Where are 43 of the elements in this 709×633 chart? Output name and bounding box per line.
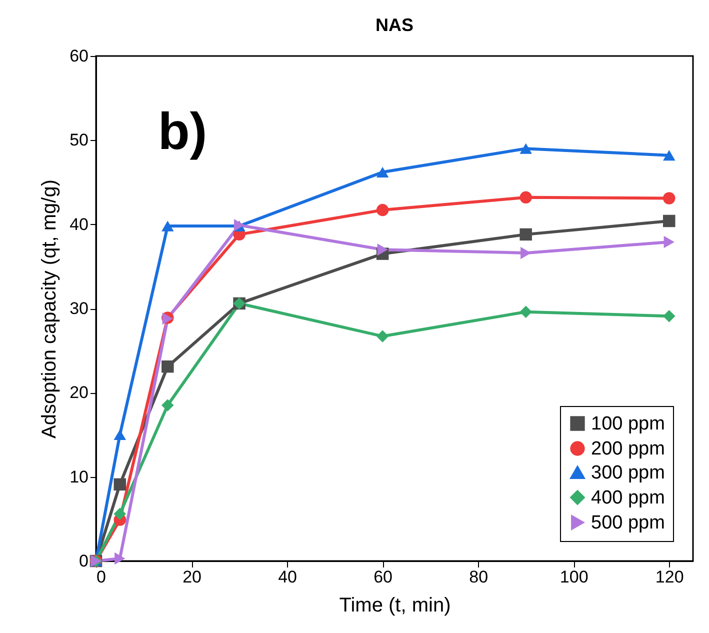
point (376, 204, 389, 216)
legend-label: 300 ppm (591, 462, 665, 484)
x-tick-label: 40 (278, 568, 297, 586)
point (162, 360, 174, 373)
y-tick-label: 30 (70, 299, 88, 318)
x-tick-label: 20 (182, 568, 202, 586)
y-tick-label: 20 (70, 383, 88, 402)
legend-label: 100 ppm (591, 414, 665, 434)
y-tick-label: 50 (70, 130, 88, 150)
point (662, 192, 676, 204)
y-tick-label: 60 (70, 46, 88, 66)
legend-label: 400 ppm (591, 488, 665, 508)
x-tick-label: 120 (655, 568, 684, 586)
legend-label: 500 ppm (591, 512, 665, 534)
x-tick-label: 80 (469, 568, 488, 586)
legend-label: 200 ppm (591, 438, 665, 460)
point (114, 478, 126, 491)
point (520, 143, 532, 154)
point (114, 552, 126, 565)
point (662, 150, 676, 161)
y-axis-title: Adsoption capacity (qt, mg/g) (38, 179, 61, 439)
y-tick-label: 40 (70, 214, 88, 234)
x-tick-label: 60 (374, 568, 393, 586)
point (376, 330, 389, 342)
y-tick-label: 10 (70, 467, 88, 486)
point (377, 243, 388, 256)
point (520, 306, 532, 318)
y-tick-label: 0 (79, 552, 88, 570)
chart-title: NAS (375, 15, 414, 35)
point (520, 228, 532, 241)
point (520, 191, 532, 204)
annotation: b) (158, 103, 208, 161)
point (114, 508, 126, 520)
x-tick-label: 0 (96, 568, 106, 586)
point (662, 310, 676, 322)
point (662, 214, 676, 228)
point (114, 429, 126, 440)
x-axis-title: Time (t, min) (339, 594, 451, 616)
point (376, 166, 389, 178)
point (162, 220, 174, 232)
x-tick-label: 100 (560, 568, 588, 586)
point (162, 399, 174, 412)
point (664, 236, 674, 248)
